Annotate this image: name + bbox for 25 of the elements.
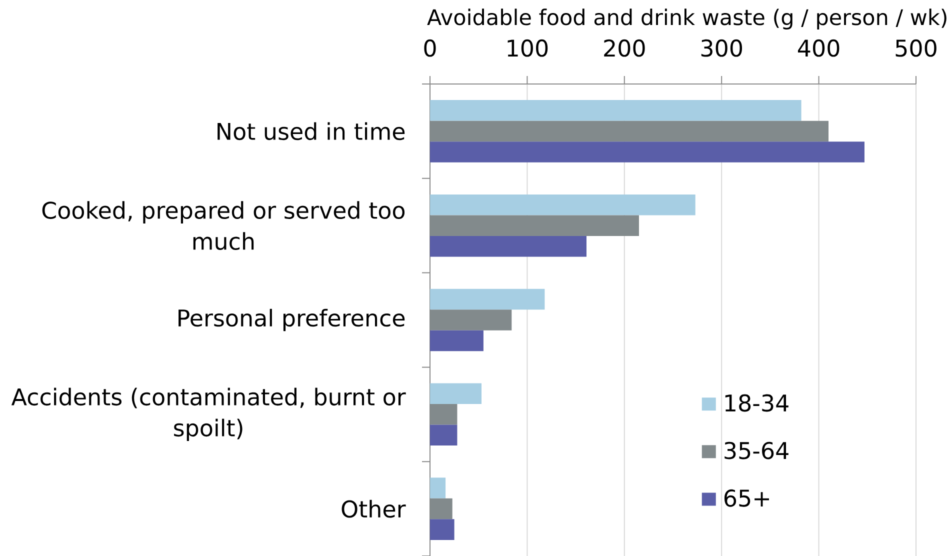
- y-tick-label: Cooked, prepared or served too much: [42, 201, 405, 250]
- bar: [430, 383, 482, 404]
- bar: [430, 330, 484, 352]
- legend-label: 35-64: [724, 442, 788, 460]
- bar: [430, 100, 802, 121]
- x-axis-title: Avoidable food and drink waste (g / person / wk): [427, 8, 946, 30]
- bar: [430, 236, 586, 257]
- y-tick-label: Personal preference: [178, 308, 405, 332]
- x-tick-label: 100: [508, 39, 548, 57]
- x-tick-label: 400: [798, 39, 840, 57]
- legend-label: 18-34: [725, 394, 788, 412]
- x-tick-label: 500: [896, 39, 936, 57]
- y-tick-label: Other: [342, 500, 406, 518]
- bar: [430, 519, 454, 540]
- x-tick-label: 0: [424, 39, 436, 57]
- bar: [430, 478, 446, 498]
- y-tick-label: Not used in time: [218, 122, 405, 140]
- y-tick-label: Accidents (contaminated, burnt or spoilt): [11, 388, 406, 442]
- bar: [430, 424, 458, 446]
- legend-label: 65+: [724, 489, 769, 507]
- x-tick-label: 200: [604, 39, 645, 57]
- bar: [430, 194, 696, 216]
- x-tick-label: 300: [701, 39, 742, 57]
- bar: [430, 288, 545, 310]
- bar: [430, 142, 864, 162]
